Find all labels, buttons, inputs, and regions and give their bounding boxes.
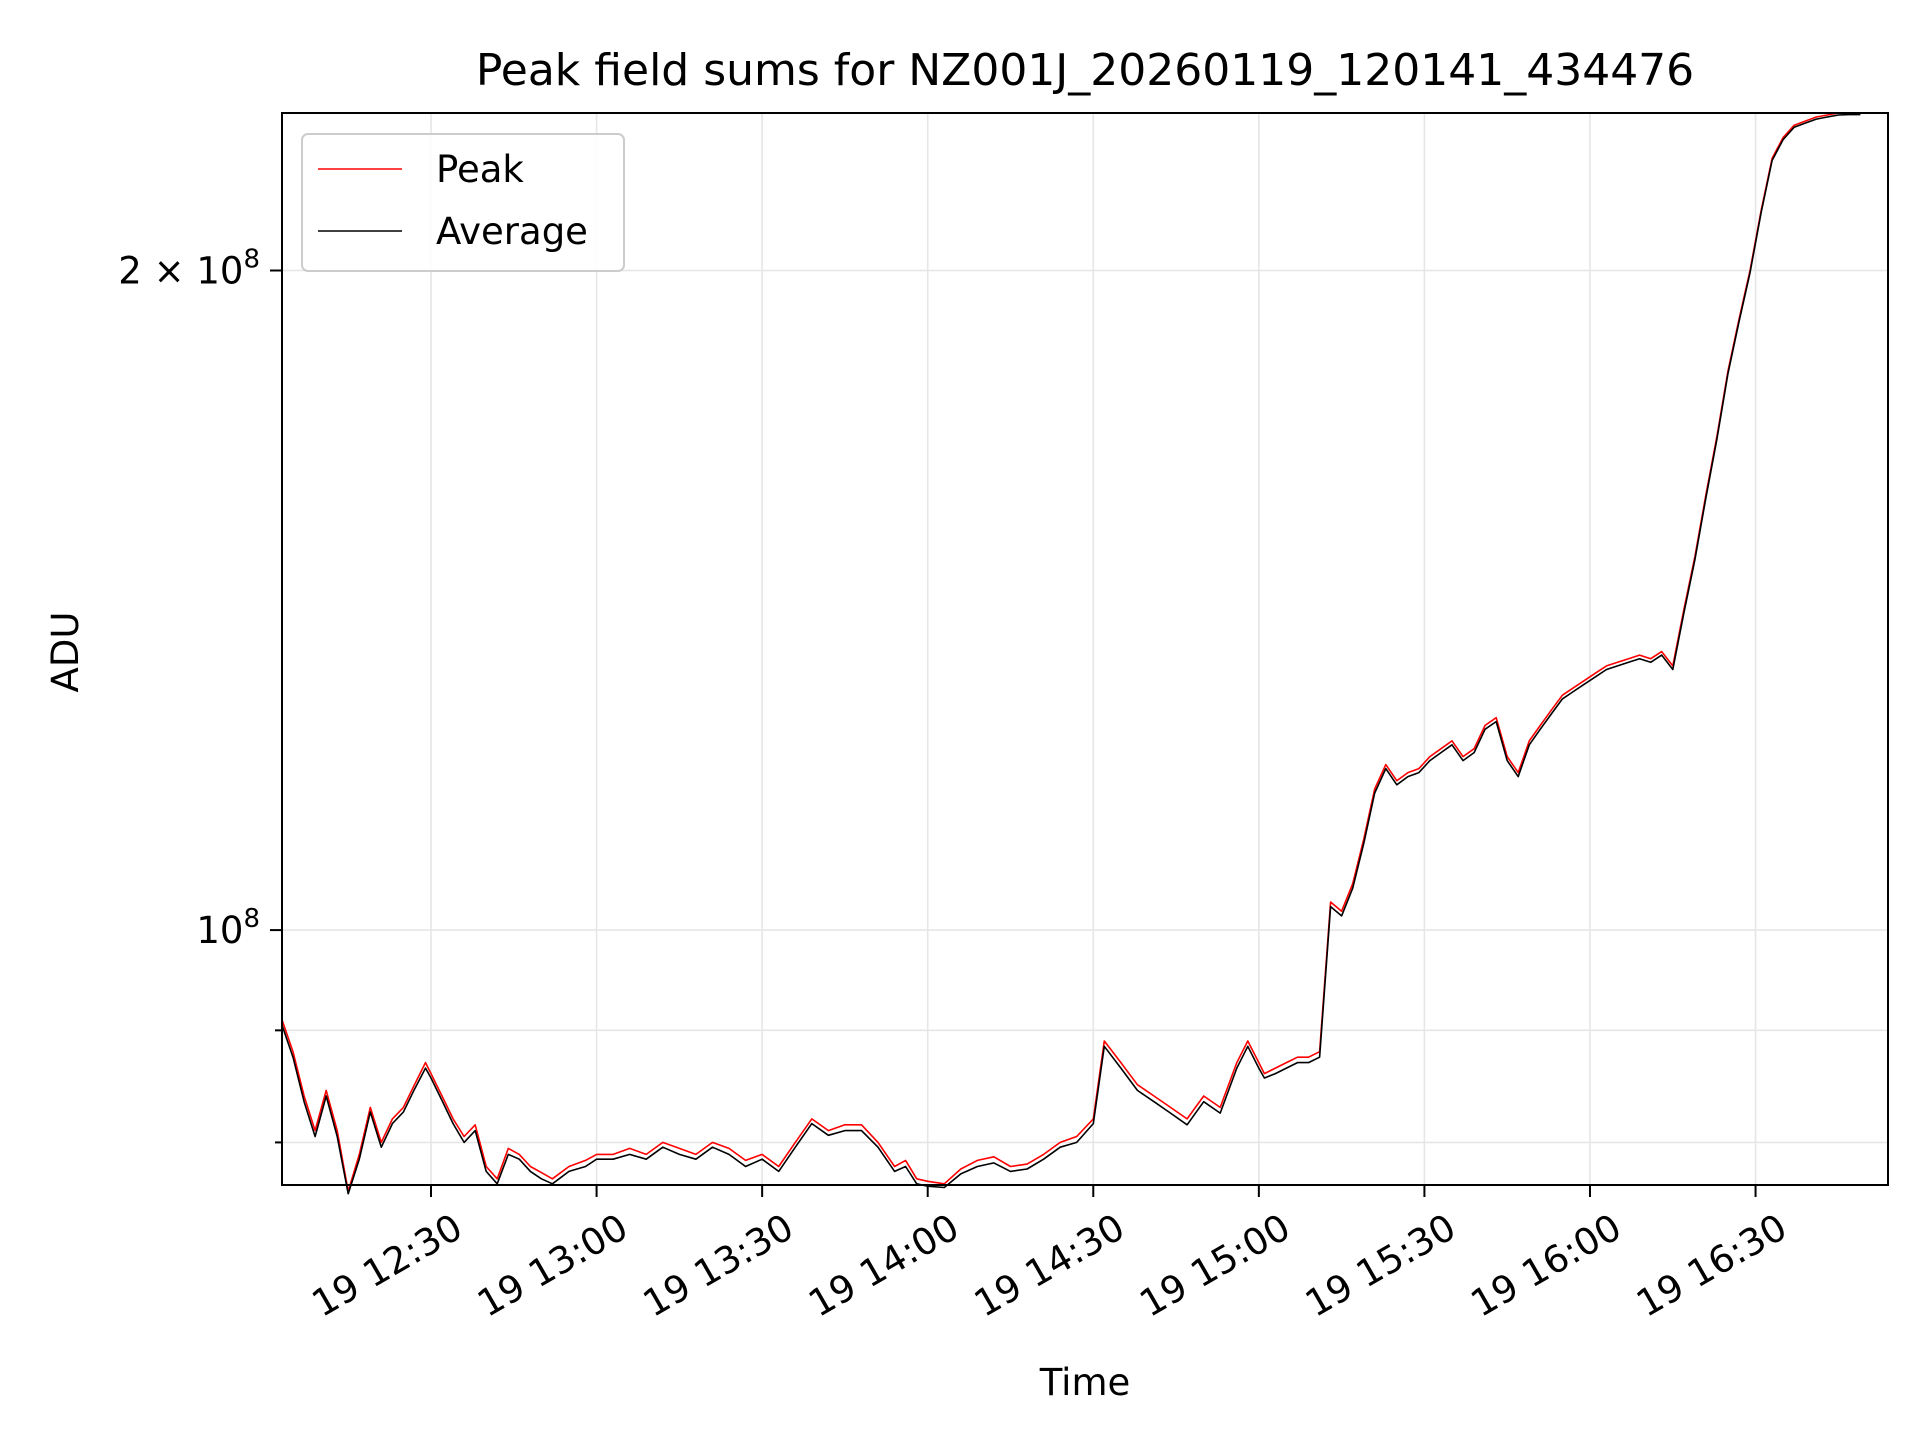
legend: Peak Average	[301, 133, 625, 272]
x-tick-label: 19 15:30	[1298, 1206, 1463, 1326]
legend-average-label: Average	[436, 210, 588, 253]
x-tick-layer: 19 12:30 19 13:00 19 13:30 19 14:00 19 14:30…	[305, 1185, 1794, 1326]
legend-peak-label: Peak	[436, 148, 524, 191]
y-tick-label: 2 × 108	[118, 245, 260, 293]
x-tick-label: 19 16:00	[1464, 1206, 1629, 1326]
x-tick-label: 19 16:30	[1629, 1206, 1794, 1326]
y-tick-label: 108	[196, 904, 260, 952]
plot-frame	[281, 112, 1889, 1186]
y-axis-label: ADU	[44, 612, 87, 693]
series-layer	[281, 112, 1861, 1195]
y-tick-layer: 108 2 × 108	[118, 245, 282, 1144]
x-axis-label: Time	[1039, 1361, 1131, 1404]
x-tick-label: 19 14:00	[801, 1206, 966, 1326]
chart-title: Peak field sums for NZ001J_20260119_1201…	[476, 45, 1694, 96]
grid-layer	[282, 113, 1888, 1185]
x-tick-label: 19 15:00	[1133, 1206, 1298, 1326]
series-line-peak	[281, 112, 1861, 1192]
x-tick-label: 19 14:30	[967, 1206, 1132, 1326]
series-line-average	[281, 113, 1861, 1195]
x-tick-label: 19 13:30	[636, 1206, 801, 1326]
x-tick-label: 19 13:00	[470, 1206, 635, 1326]
x-tick-label: 19 12:30	[305, 1206, 470, 1326]
